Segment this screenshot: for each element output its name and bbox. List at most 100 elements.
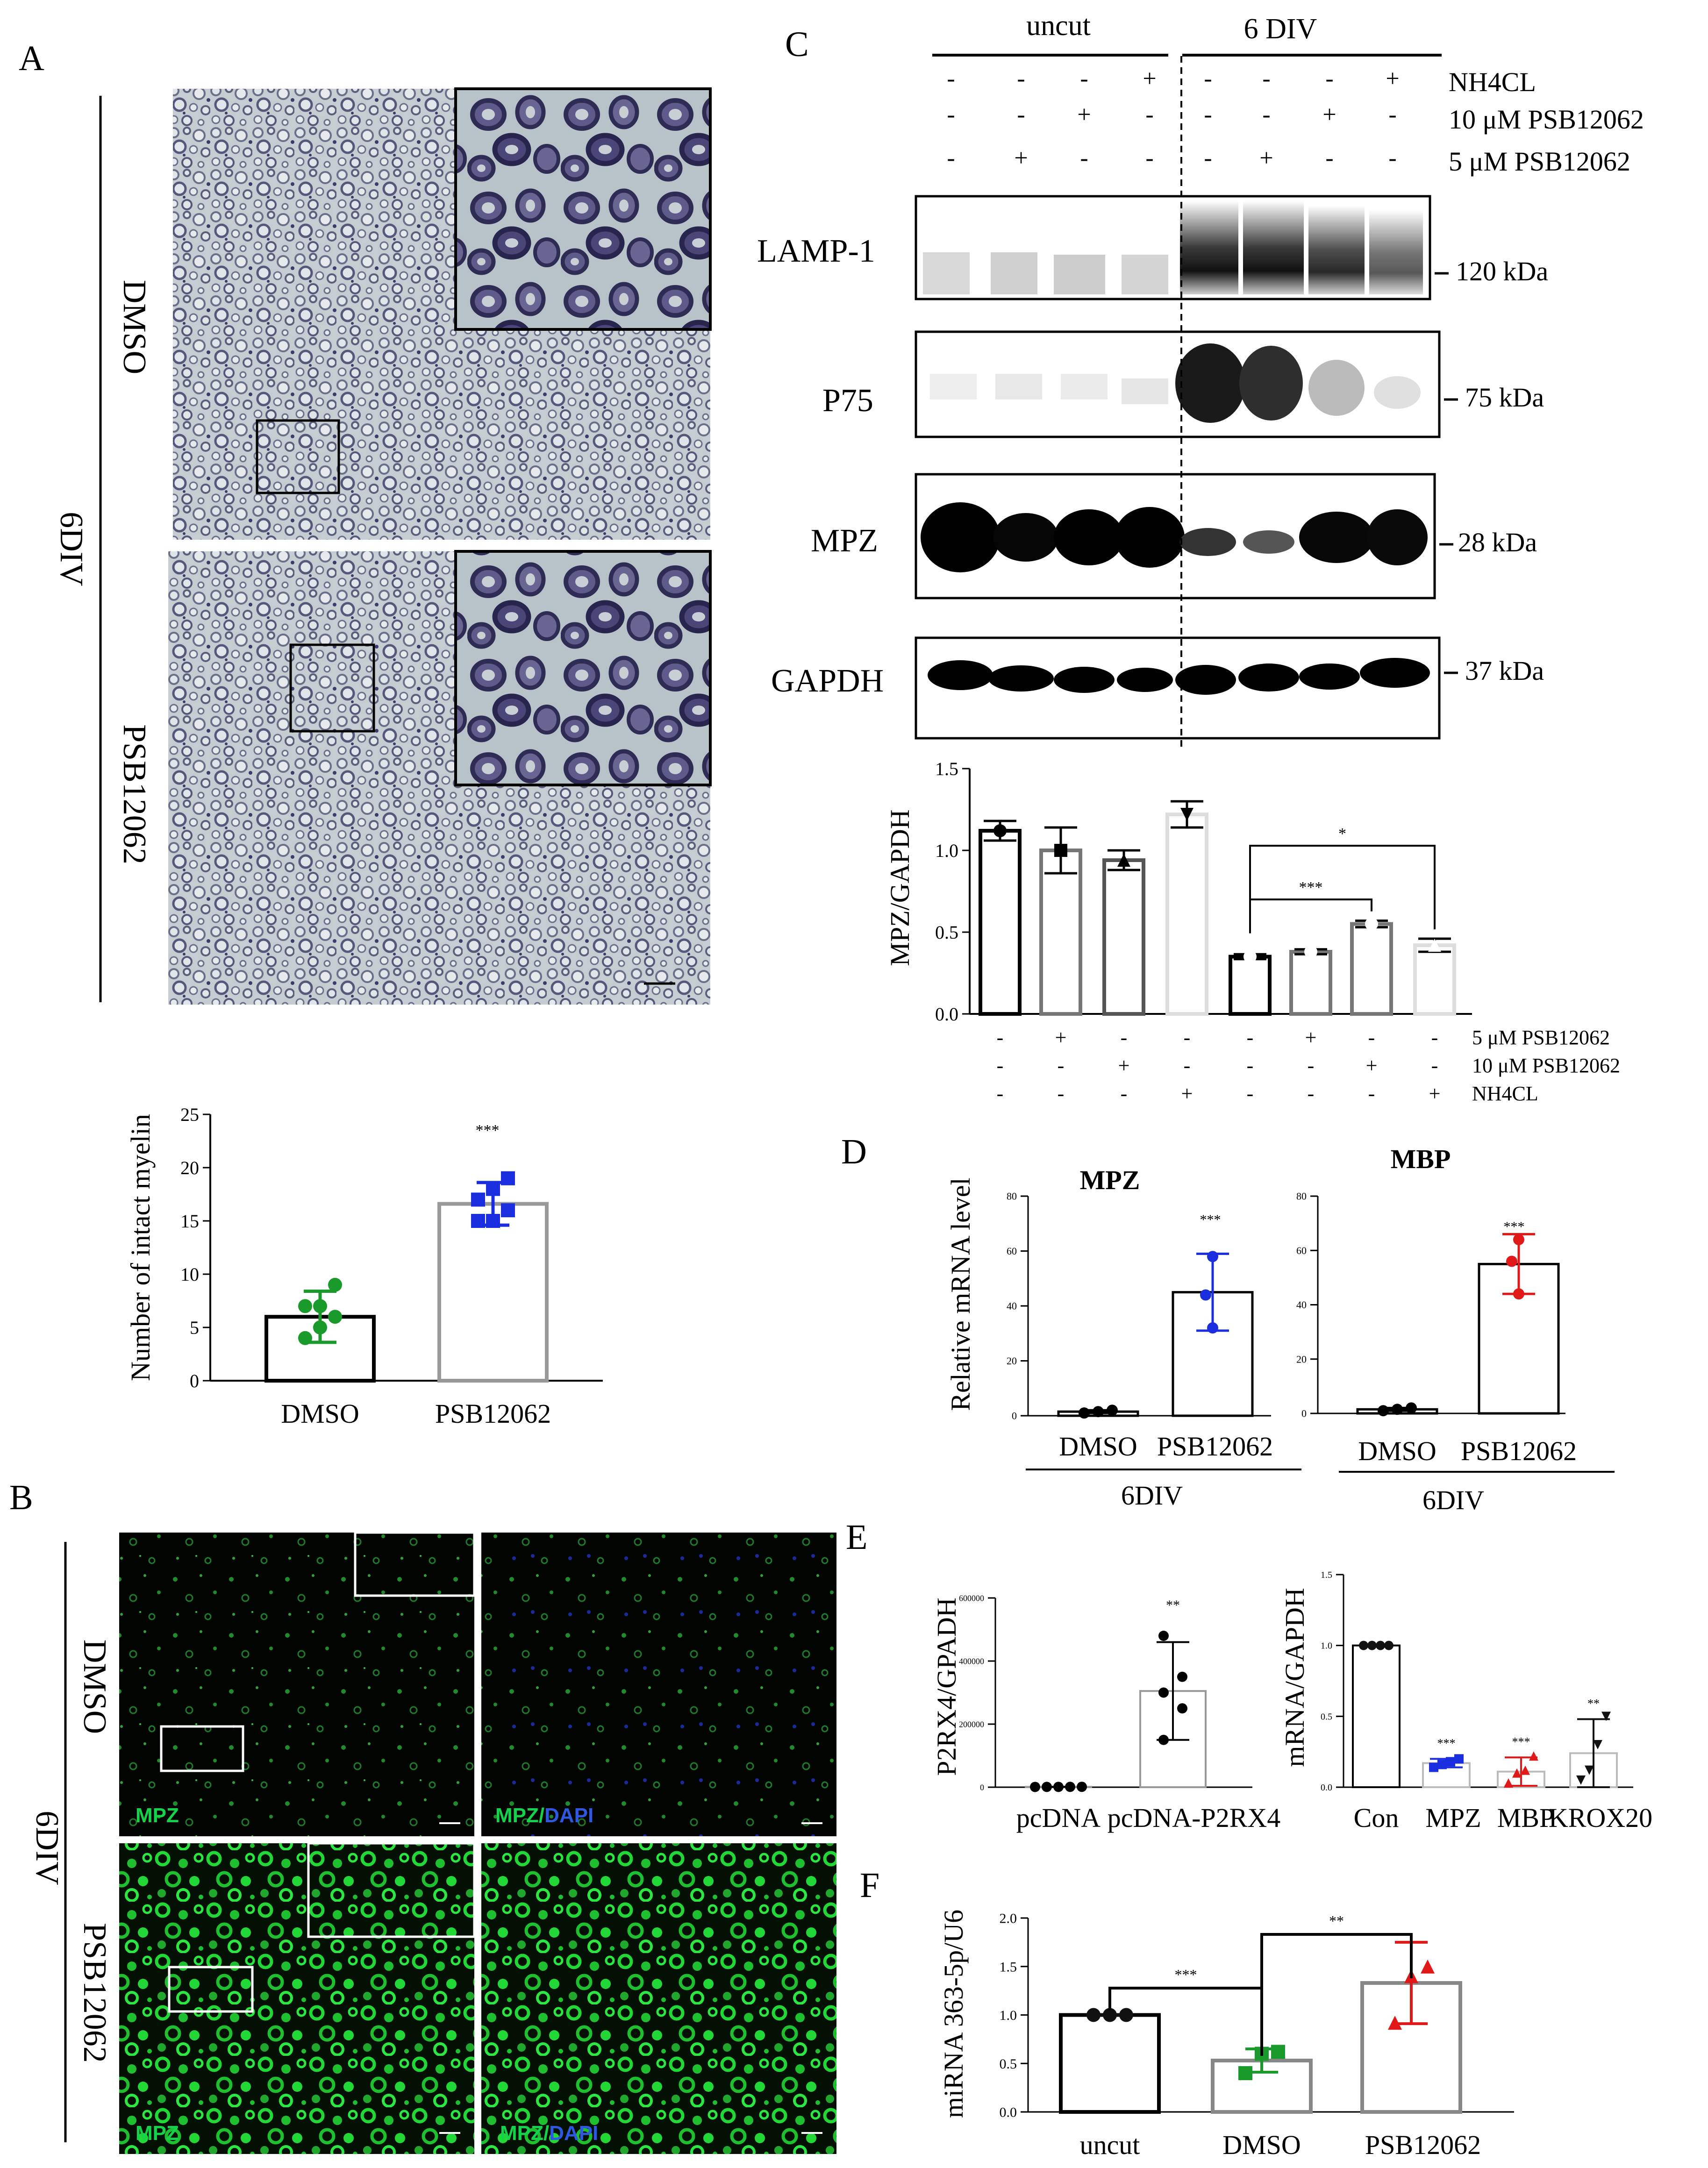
cond-sign-2-6: - (1368, 1082, 1375, 1105)
c-y-tick-label-3: 1.5 (935, 758, 958, 779)
stain-label-mpz-b1: MPZ (136, 1804, 179, 1827)
point-e2-3-0 (1576, 1775, 1586, 1785)
point-c-0 (993, 824, 1007, 837)
chart-title-mpz-d: MPZ (1080, 1165, 1140, 1195)
cond-sign-2-3: + (1181, 1082, 1193, 1105)
x-label-dmso-a: DMSO (281, 1398, 359, 1429)
blot-sign-2-3: - (1145, 145, 1153, 171)
point-f-0-2 (1119, 2008, 1133, 2022)
sig-e2-3: ** (1587, 1697, 1600, 1710)
sig-e2-2: *** (1512, 1735, 1530, 1748)
blot-name-lamp1: LAMP-1 (757, 233, 875, 269)
a-y-tick-label-2: 10 (180, 1264, 199, 1285)
blot-sign-0-3: + (1143, 65, 1156, 92)
a-y-tick-label-3: 15 (180, 1211, 199, 1232)
e1-y-tick-label-2: 400000 (959, 1656, 984, 1666)
x-label-psb-f: PSB12062 (1365, 2130, 1481, 2160)
point-e1-0-2 (1053, 1782, 1064, 1792)
a-y-tick-label-0: 0 (190, 1370, 199, 1391)
point-a-1-0 (471, 1214, 485, 1228)
point-c-3 (1180, 808, 1193, 821)
roi-box-b1 (160, 1725, 244, 1772)
roi-box-psb (289, 643, 375, 733)
significance-a: *** (476, 1122, 500, 1139)
bar-c-1 (1039, 849, 1082, 1016)
inset-psb (454, 550, 712, 786)
x-label-dmso-d1: DMSO (1059, 1431, 1137, 1462)
row-label-dmso-b: DMSO (77, 1640, 113, 1734)
point-e2-2-1 (1512, 1768, 1522, 1778)
point-a-0-1 (313, 1320, 327, 1334)
cond-sign-0-4: - (1247, 1026, 1254, 1049)
y-label-d: Relative mRNA level (945, 1177, 976, 1411)
cond-sign-2-4: - (1247, 1082, 1254, 1105)
fluorescence-dmso-merge: MPZ/DAPI (481, 1533, 836, 1836)
c-y-tick-label-0: 0.0 (935, 1004, 958, 1025)
point-a-0-4 (313, 1299, 327, 1313)
point-e1-1-3 (1177, 1671, 1187, 1682)
point-e2-2-3 (1529, 1751, 1538, 1761)
bar-f-0 (1059, 2013, 1161, 2114)
chart-mrna-gapdh: 0.00.51.01.5 *** ***** mRNA/GAPDH Con MPZ… (1279, 1570, 1652, 1833)
point-e1-0-3 (1065, 1782, 1075, 1792)
blot-lamp1 (915, 195, 1431, 300)
bar-e2-0 (1352, 1644, 1401, 1789)
y-label-a: Number of intact myelin (125, 1114, 156, 1381)
cond-name-10um: 10 μM PSB12062 (1472, 1054, 1620, 1077)
mw-label-28: 28 kDa (1458, 527, 1537, 557)
d0-y-tick-label-0: 0 (1012, 1410, 1017, 1422)
e1-y-tick-label-0: 0 (980, 1783, 984, 1792)
chart-p2rx4: 0 200000 400000 600000 P2RX4/GPADH ** pcDNA… (931, 1593, 1280, 1833)
cond-sign-1-5: - (1308, 1054, 1315, 1077)
row-label-psb-a: PSB12062 (116, 724, 152, 864)
f-y-tick-label-0: 0.0 (1000, 2105, 1017, 2120)
bar-psb12062-a (437, 1202, 549, 1383)
row-name-10um: 10 μM PSB12062 (1449, 104, 1644, 135)
point-d0-1-1 (1200, 1289, 1211, 1301)
point-c-2 (1117, 854, 1130, 867)
d0-y-tick-label-2: 40 (1007, 1300, 1017, 1312)
d1-y-tick-label-0: 0 (1301, 1408, 1307, 1419)
micrograph-psb12062 (168, 550, 712, 1005)
significance-d1: *** (1200, 1212, 1221, 1227)
point-e2-0-3 (1384, 1640, 1394, 1650)
point-e2-3-1 (1585, 1765, 1594, 1775)
blot-sign-0-5: - (1262, 65, 1270, 92)
bar-c-7 (1413, 943, 1456, 1016)
cond-sign-0-1: + (1055, 1026, 1067, 1049)
sig-bracket-c-0 (1249, 845, 1436, 934)
point-d1-0-0 (1378, 1405, 1389, 1417)
blot-sign-1-2: + (1077, 101, 1091, 128)
point-f-2-0 (1388, 2016, 1402, 2030)
point-a-1-5 (501, 1171, 515, 1185)
cond-sign-1-4: - (1247, 1054, 1254, 1077)
a-y-tick-label-1: 5 (190, 1317, 199, 1338)
bar-c-0 (979, 829, 1022, 1016)
point-e1-1-2 (1158, 1687, 1169, 1698)
blot-sign-2-2: - (1080, 145, 1088, 171)
blot-sign-1-7: - (1388, 101, 1396, 128)
point-a-1-2 (501, 1203, 515, 1218)
sig-label-f-0: *** (1175, 1966, 1197, 1983)
point-a-1-1 (486, 1214, 500, 1228)
y-label-e1: P2RX4/GPADH (931, 1597, 962, 1776)
stain-label-mpz-b3: MPZ (136, 2122, 179, 2145)
bar-c-3 (1165, 813, 1208, 1016)
roi-box-dmso (256, 419, 340, 494)
point-f-0-1 (1103, 2008, 1117, 2022)
point-e1-1-1 (1177, 1703, 1187, 1714)
c-y-tick-label-2: 1.0 (935, 840, 958, 861)
fluorescence-psb-mpz: MPZ (119, 1842, 476, 2154)
cond-name-5um: 5 μM PSB12062 (1472, 1026, 1610, 1049)
chart-mpz-gapdh: 0.00.51.01.5 **** - + - - - + - -- - + - - - + -- - - + - -… (885, 758, 1620, 1105)
blot-name-mpz: MPZ (811, 523, 878, 559)
group-label-d2: 6DIV (1422, 1485, 1484, 1515)
f-y-tick-label-4: 2.0 (1000, 1911, 1017, 1926)
cond-sign-1-1: - (1058, 1054, 1065, 1077)
x-label-pcdna-p2rx4: pcDNA-P2RX4 (1108, 1803, 1281, 1833)
point-e1-1-0 (1158, 1734, 1169, 1745)
y-label-f: miRNA 363-5p/U6 (938, 1910, 969, 2118)
point-a-0-5 (328, 1277, 342, 1292)
sig-label-c-1: *** (1299, 879, 1323, 896)
